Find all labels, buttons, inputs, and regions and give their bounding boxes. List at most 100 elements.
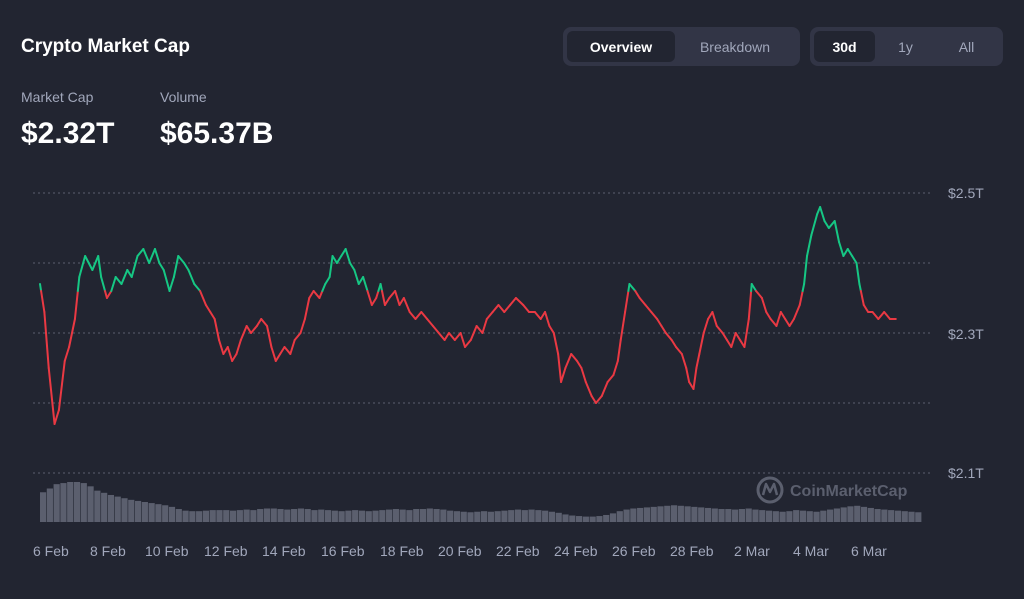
price-line-segment [798, 290, 804, 306]
price-line-segment [100, 276, 107, 292]
volume-bar [562, 514, 569, 522]
price-line-segment [485, 311, 494, 320]
volume-bar [236, 510, 243, 522]
price-line-segment [680, 353, 688, 369]
price-line-segment [576, 360, 583, 369]
volume-bar [867, 507, 874, 522]
price-line-segment [53, 409, 60, 425]
price-line-segment [823, 220, 830, 229]
price-line-segment [481, 318, 488, 334]
volume-bar [650, 506, 657, 522]
price-line-segment [497, 304, 506, 313]
volume-bar [827, 509, 834, 522]
volume-bar [114, 496, 121, 522]
price-line-segment [110, 276, 117, 292]
x-tick-label: 10 Feb [145, 543, 189, 559]
x-tick-label: 8 Feb [90, 543, 126, 559]
price-line-segment [750, 283, 758, 292]
price-line-segment [250, 325, 258, 334]
x-tick-label: 18 Feb [380, 543, 424, 559]
price-line-segment [209, 311, 216, 320]
price-line-segment [624, 290, 630, 313]
volume-bar [732, 509, 739, 522]
volume-bar [80, 483, 87, 522]
volume-bar [487, 511, 494, 522]
price-line-segment [509, 297, 517, 306]
x-tick-label: 16 Feb [321, 543, 365, 559]
price-line-segment [130, 255, 139, 278]
x-tick-label: 20 Feb [438, 543, 482, 559]
price-line-segment [204, 304, 212, 313]
volume-bar [548, 511, 556, 522]
price-line-segment [544, 311, 551, 327]
price-line-segment [437, 332, 446, 341]
price-line-segment [675, 346, 683, 355]
volume-bar [860, 506, 868, 522]
volume-bar [793, 510, 800, 522]
range-all-button[interactable]: All [958, 38, 975, 55]
price-line-segment [279, 346, 286, 355]
volume-bar [888, 510, 895, 522]
volume-bar [447, 510, 454, 522]
price-line-segment [168, 276, 175, 292]
tab-overview[interactable]: Overview [567, 31, 675, 62]
price-line-segment [670, 339, 678, 348]
volume-bar [196, 511, 203, 522]
volume-bar [270, 508, 277, 522]
price-line-segment [402, 297, 411, 313]
volume-bar [915, 512, 922, 522]
volume-bar [87, 486, 94, 522]
x-tick-label: 22 Feb [496, 543, 540, 559]
volume-bar [494, 511, 501, 522]
volume-bar [399, 509, 406, 522]
volume-bar [162, 505, 169, 522]
price-line-segment [552, 332, 560, 355]
price-line-segment [803, 255, 809, 285]
price-line-segment [590, 395, 597, 404]
volume-stat: Volume $65.37B [160, 89, 273, 151]
price-line-segment [235, 339, 242, 355]
price-line-segment [660, 325, 667, 334]
price-line-segment [775, 311, 782, 327]
price-line-segment [177, 255, 186, 264]
volume-bar [358, 510, 366, 522]
volume-bar [453, 511, 461, 522]
price-line-segment [570, 353, 579, 362]
volume-bar [331, 510, 338, 522]
tab-breakdown[interactable]: Breakdown [699, 38, 771, 55]
price-line-segment [303, 297, 311, 320]
price-line-segment [328, 255, 334, 278]
price-line-segment [606, 374, 615, 383]
price-line-segment [353, 269, 360, 285]
price-line-segment [126, 269, 133, 278]
volume-bar [182, 510, 189, 522]
price-line-segment [459, 332, 466, 348]
volume-bar [53, 484, 60, 522]
price-line-segment [842, 248, 849, 257]
price-line-segment [47, 367, 56, 425]
price-line-segment [308, 290, 315, 299]
price-line-segment [293, 332, 302, 341]
price-line-segment [619, 311, 627, 341]
price-line-segment [299, 318, 306, 334]
price-line-segment [331, 255, 338, 264]
range-30d-button[interactable]: 30d [814, 31, 875, 62]
price-line-segment [685, 367, 691, 383]
x-tick-label: 6 Mar [851, 543, 887, 559]
coinmarketcap-logo-icon [756, 476, 784, 504]
volume-bar [284, 509, 291, 522]
range-1y-button[interactable]: 1y [898, 38, 913, 55]
volume-bar [569, 515, 576, 522]
price-line-segment [222, 346, 229, 355]
volume-bar [806, 511, 813, 522]
volume-bar [155, 504, 162, 522]
price-line-segment [68, 318, 76, 348]
price-line-segment [743, 318, 750, 348]
volume-bar [725, 509, 732, 522]
volume-bar [786, 511, 793, 522]
price-line-segment [158, 262, 165, 271]
volume-bar [833, 508, 840, 522]
volume-bar [779, 511, 786, 522]
price-line-segment [855, 262, 861, 285]
